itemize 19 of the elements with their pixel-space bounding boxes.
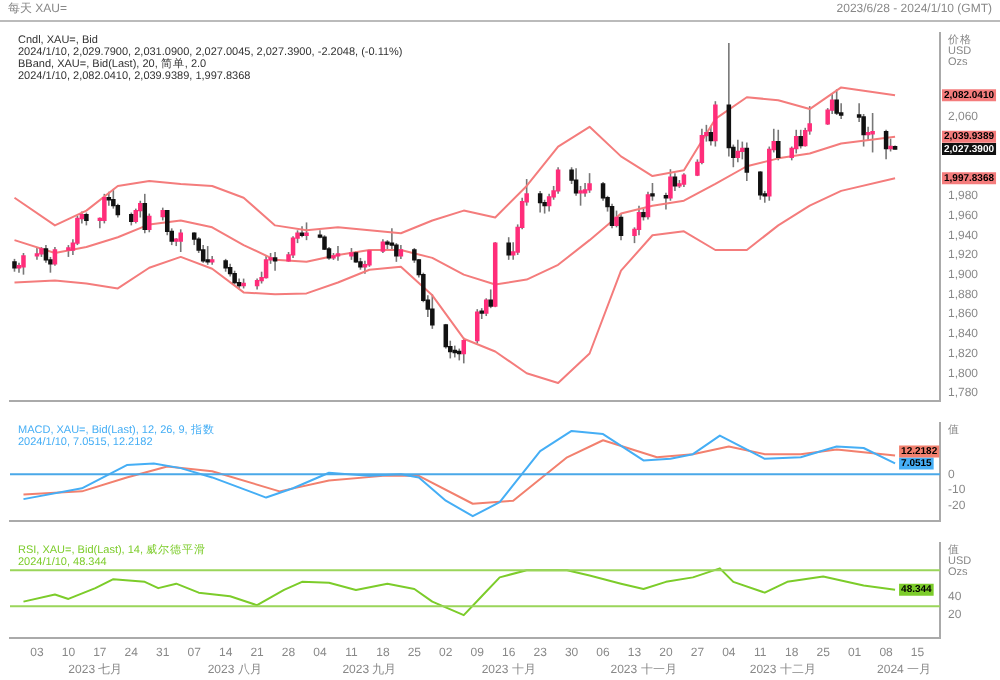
candlestick	[488, 288, 493, 309]
candlestick	[272, 251, 278, 272]
candlestick	[758, 170, 763, 201]
candlestick	[798, 128, 803, 150]
candlestick	[474, 308, 480, 345]
candlestick	[178, 228, 183, 253]
candlestick	[668, 168, 673, 202]
candlestick	[870, 112, 875, 154]
candlestick	[713, 100, 718, 148]
candlestick	[205, 245, 210, 266]
candlestick	[834, 88, 839, 116]
candlestick	[21, 252, 26, 276]
candlestick	[587, 172, 592, 194]
candlestick	[430, 293, 435, 330]
candlestick	[164, 209, 170, 237]
candlestick	[776, 128, 781, 162]
candlestick	[102, 193, 107, 225]
candlestick	[506, 236, 511, 261]
candlestick	[335, 245, 341, 262]
